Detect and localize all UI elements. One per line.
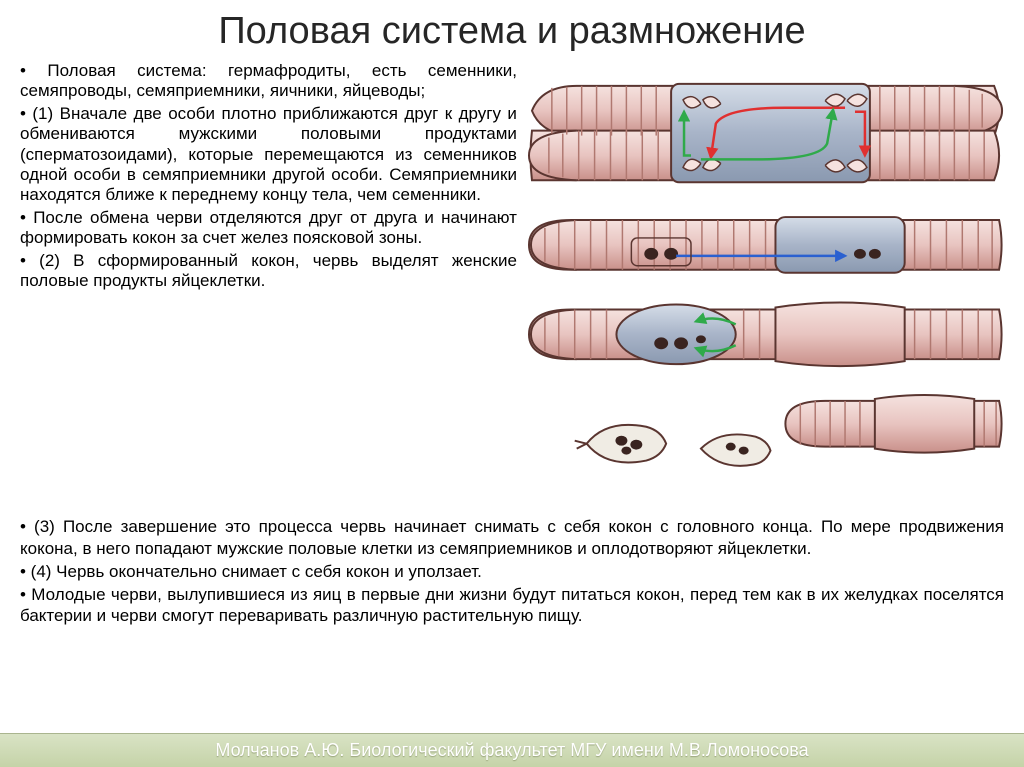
bullet-item: • (1) Вначале две особи плотно приближаю… [20,104,517,206]
bullet-item: • Молодые черви, вылупившиеся из яиц в п… [20,584,1004,627]
footer-attribution: Молчанов А.Ю. Биологический факультет МГ… [215,740,808,761]
content-row: • Половая система: гермафродиты, есть се… [0,61,1024,498]
stage-3-cocoon-sliding [529,303,1002,367]
diagram-column [527,61,1004,498]
worm-reproduction-diagram [527,66,1004,493]
footer-bar: Молчанов А.Ю. Биологический факультет МГ… [0,733,1024,767]
bullet-item: • Половая система: гермафродиты, есть се… [20,61,517,102]
bullet-item: • После обмена черви отделяются друг от … [20,208,517,249]
bullet-item: • (3) После завершение это процесса черв… [20,516,1004,559]
slide-title: Половая система и размножение [0,0,1024,61]
stage-1-mating [529,84,1002,182]
stage-2-cocoon-forming [529,217,1002,273]
stage-4-cocoon-off [575,395,1002,466]
bullet-item: • (4) Червь окончательно снимает с себя … [20,561,1004,582]
left-text-column: • Половая система: гермафродиты, есть се… [20,61,527,498]
bullet-item: • (2) В сформированный кокон, червь выде… [20,251,517,292]
